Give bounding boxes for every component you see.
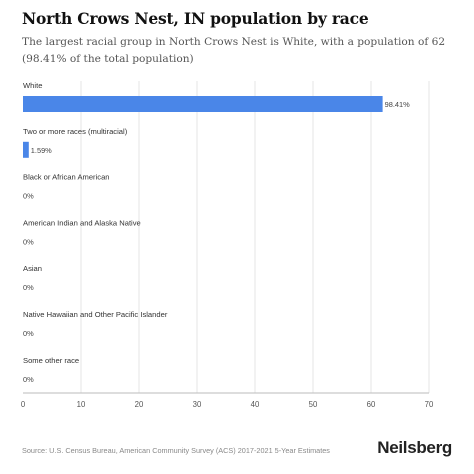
brand-logo: Neilsberg: [377, 438, 452, 457]
value-label: 0%: [23, 283, 34, 292]
category-label: Asian: [23, 264, 42, 273]
chart-title: North Crows Nest, IN population by race: [22, 9, 369, 28]
value-label: 0%: [23, 329, 34, 338]
category-label: Some other race: [23, 356, 79, 365]
x-tick-label: 30: [193, 400, 202, 409]
category-label: Two or more races (multiracial): [23, 127, 128, 136]
category-label: Native Hawaiian and Other Pacific Island…: [23, 310, 168, 319]
x-tick-label: 60: [367, 400, 376, 409]
value-label: 98.41%: [385, 100, 410, 109]
bar: [23, 96, 383, 112]
x-tick-label: 10: [77, 400, 86, 409]
x-tick-label: 20: [135, 400, 144, 409]
source-note: Source: U.S. Census Bureau, American Com…: [22, 446, 330, 455]
category-label: White: [23, 81, 42, 90]
x-tick-label: 50: [309, 400, 318, 409]
x-tick-label: 0: [21, 400, 26, 409]
value-label: 0%: [23, 375, 34, 384]
value-label: 1.59%: [31, 146, 52, 155]
bar: [23, 141, 29, 158]
x-tick-label: 40: [251, 400, 260, 409]
category-label: American Indian and Alaska Native: [23, 218, 141, 227]
value-label: 0%: [23, 237, 34, 246]
x-tick-label: 70: [425, 400, 434, 409]
category-label: Black or African American: [23, 173, 110, 182]
value-label: 0%: [23, 192, 34, 201]
chart-subtitle: The largest racial group in North Crows …: [22, 36, 446, 65]
